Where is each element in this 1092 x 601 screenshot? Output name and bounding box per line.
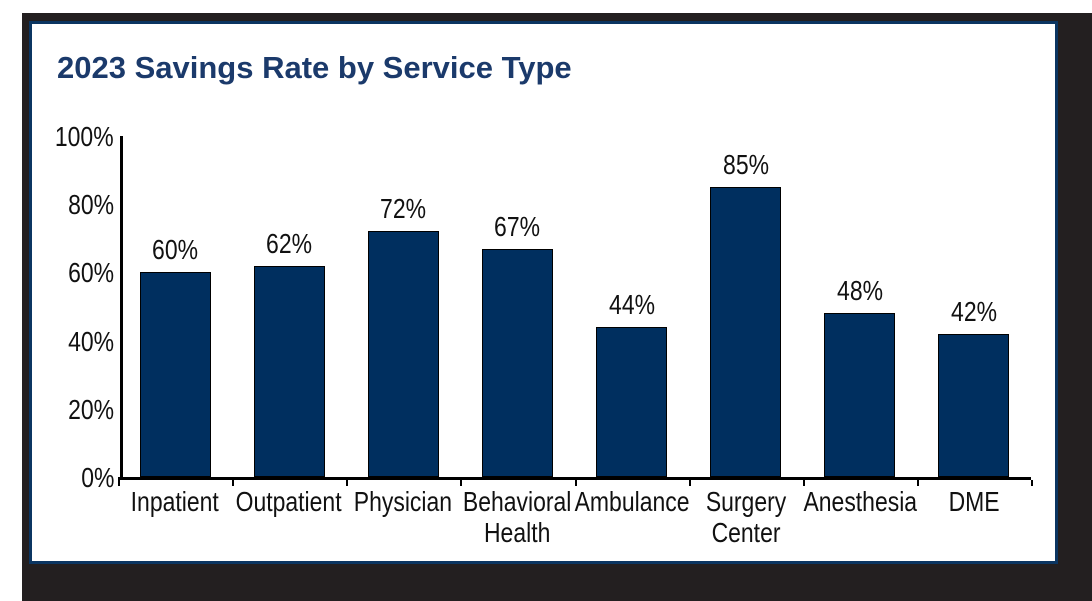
x-axis-boundary-tick bbox=[575, 480, 577, 486]
x-axis-tick-label: Anesthesia bbox=[803, 486, 917, 517]
y-axis-tick-label: 100% bbox=[55, 121, 114, 152]
bar-value-label: 85% bbox=[723, 149, 769, 180]
bar-outpatient bbox=[254, 266, 325, 477]
x-axis-line bbox=[118, 477, 1031, 480]
y-axis-tick-label: 20% bbox=[68, 393, 114, 425]
bar-chart: 100% 80% 60% 40% 20% 0% 60% 62% 72% 67% 44% 85% 48%… bbox=[32, 24, 1055, 561]
bar-physician bbox=[368, 231, 439, 477]
x-axis-boundary-tick bbox=[346, 480, 348, 486]
bar-value-label: 42% bbox=[951, 296, 997, 327]
y-axis-line bbox=[120, 136, 123, 480]
x-axis-boundary-tick bbox=[118, 480, 120, 486]
y-axis-tick-label: 60% bbox=[68, 257, 114, 289]
bar-inpatient bbox=[140, 272, 211, 477]
x-axis-boundary-tick bbox=[460, 480, 462, 486]
chart-title: 2023 Savings Rate by Service Type bbox=[57, 50, 572, 85]
bar-anesthesia bbox=[824, 313, 895, 477]
x-axis-tick-label: Physician bbox=[353, 486, 453, 517]
y-axis-tick-label: 80% bbox=[68, 189, 114, 221]
x-axis-tick-label: Surgery Center bbox=[705, 486, 787, 548]
x-axis-tick-label: Inpatient bbox=[130, 486, 220, 517]
x-axis-tick-label: Behavioral Health bbox=[462, 486, 572, 548]
x-axis-boundary-tick bbox=[803, 480, 805, 486]
x-axis-tick-label: Ambulance bbox=[574, 486, 690, 517]
bar-value-label: 67% bbox=[494, 211, 540, 242]
bar-value-label: 60% bbox=[152, 234, 198, 265]
bar-value-label: 48% bbox=[837, 275, 883, 306]
x-axis-tick-label: DME bbox=[948, 486, 1000, 517]
x-axis-boundary-tick bbox=[1031, 480, 1033, 486]
bar-ambulance bbox=[596, 327, 667, 477]
bar-surgery-center bbox=[710, 187, 781, 477]
x-axis-tick-label: Outpatient bbox=[236, 486, 342, 517]
bar-value-label: 62% bbox=[266, 228, 312, 259]
y-axis-tick-label: 40% bbox=[68, 325, 114, 357]
bar-value-label: 44% bbox=[609, 289, 655, 320]
x-axis-boundary-tick bbox=[917, 480, 919, 486]
bar-behavioral-health bbox=[482, 249, 553, 477]
bar-dme bbox=[938, 334, 1009, 477]
x-axis-boundary-tick bbox=[689, 480, 691, 486]
x-axis-boundary-tick bbox=[232, 480, 234, 486]
chart-card: 2023 Savings Rate by Service Type 100% 80… bbox=[29, 21, 1058, 564]
y-axis-tick-label: 0% bbox=[80, 462, 114, 493]
bar-value-label: 72% bbox=[380, 193, 426, 224]
